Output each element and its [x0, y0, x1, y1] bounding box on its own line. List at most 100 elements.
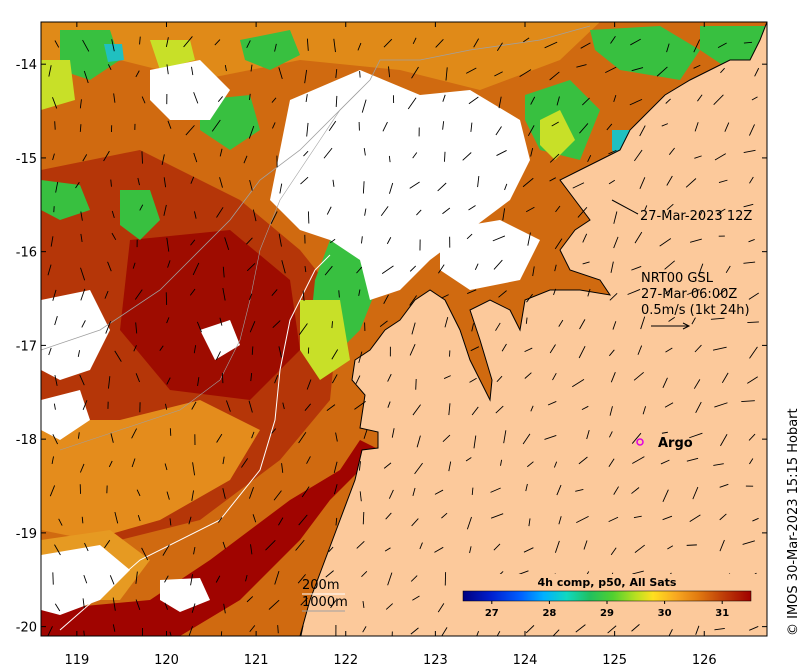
current-vector	[718, 179, 728, 184]
current-vector	[666, 203, 674, 211]
current-vector	[613, 211, 618, 224]
current-vector	[498, 290, 507, 298]
current-vector	[163, 204, 167, 216]
current-vector	[358, 289, 361, 296]
current-vector	[409, 181, 420, 189]
current-vector	[265, 540, 276, 551]
current-vector	[637, 345, 643, 355]
current-vector	[277, 625, 279, 634]
current-vector	[82, 598, 85, 609]
current-vector	[694, 155, 702, 159]
current-vector	[470, 346, 480, 352]
current-vector	[572, 182, 585, 189]
current-vector	[444, 316, 449, 328]
current-vector	[252, 209, 257, 222]
current-vector	[608, 458, 615, 467]
current-vector	[610, 35, 616, 44]
current-vector	[742, 540, 755, 545]
current-vector	[580, 42, 591, 49]
current-vector	[193, 92, 199, 104]
current-vector	[323, 147, 333, 159]
current-vector	[281, 260, 286, 274]
current-vector	[271, 97, 277, 103]
current-vector	[549, 344, 556, 354]
current-vector	[720, 434, 728, 447]
current-vector	[575, 624, 586, 633]
current-vector	[249, 321, 256, 333]
current-vector	[693, 64, 701, 69]
current-vector	[639, 125, 646, 137]
current-vector	[249, 93, 251, 101]
current-vector	[107, 261, 112, 272]
current-vector	[113, 93, 116, 103]
colorbar-tick-label: 30	[658, 608, 672, 619]
current-vector	[166, 317, 170, 324]
current-vector	[503, 430, 507, 444]
current-vector	[383, 294, 389, 304]
y-tick-label: -15	[16, 152, 37, 167]
current-vector	[166, 377, 171, 385]
current-time-label: 27-Mar 06:00Z	[641, 287, 737, 302]
current-vector	[500, 459, 503, 466]
current-vector	[579, 123, 589, 134]
current-vector	[544, 41, 558, 49]
current-vector	[131, 428, 138, 439]
current-vector	[748, 239, 755, 243]
current-vector	[668, 629, 673, 636]
current-vector	[379, 320, 388, 328]
current-vector	[476, 631, 479, 636]
colorbar-tick-label: 28	[542, 608, 556, 619]
timestamp-pointer	[611, 199, 639, 215]
current-vector	[686, 544, 697, 546]
current-vector	[133, 345, 137, 352]
x-tick-label: 119	[64, 653, 89, 668]
current-vector	[581, 97, 590, 106]
current-vector	[631, 624, 640, 632]
current-vector	[221, 372, 224, 384]
current-vector	[467, 289, 477, 294]
current-vector	[47, 626, 53, 636]
current-vector	[139, 36, 141, 45]
current-vector	[79, 463, 85, 473]
current-vector	[83, 70, 89, 84]
current-vector	[139, 204, 144, 211]
current-vector	[249, 179, 253, 191]
current-vector	[55, 181, 59, 193]
current-vector	[524, 347, 533, 353]
current-vector	[555, 205, 561, 213]
current-vector	[470, 122, 473, 132]
x-tick-label: 122	[333, 653, 358, 668]
current-vector	[111, 210, 115, 218]
current-vector	[363, 147, 366, 156]
y-tick-label: -14	[16, 58, 37, 73]
current-vector	[473, 435, 477, 449]
current-vector	[47, 264, 52, 276]
current-vector	[665, 347, 673, 353]
current-vector	[224, 65, 227, 72]
current-vector	[523, 37, 530, 43]
current-vector	[164, 575, 169, 583]
current-vector	[664, 402, 674, 408]
current-vector	[660, 459, 670, 465]
current-vector	[412, 595, 420, 601]
sst-yellow-patches	[41, 40, 575, 380]
current-vector	[252, 514, 257, 523]
current-vector	[389, 182, 394, 194]
y-tick-label: -19	[16, 527, 37, 542]
current-vector	[223, 603, 226, 614]
current-vector	[224, 237, 230, 250]
current-vector	[631, 67, 644, 72]
coastline	[299, 22, 767, 636]
current-vector	[495, 405, 504, 414]
current-vector	[282, 402, 285, 410]
current-vector	[388, 489, 394, 499]
colorbar-ticks: 27 28 29 30 31	[485, 601, 729, 619]
current-vector	[387, 401, 391, 408]
current-vector	[381, 265, 394, 274]
current-vector	[668, 147, 675, 155]
current-vector	[530, 405, 534, 412]
current-vector	[215, 575, 221, 583]
current-vector	[356, 266, 363, 274]
current-vector	[330, 600, 337, 609]
current-vector	[83, 630, 85, 636]
